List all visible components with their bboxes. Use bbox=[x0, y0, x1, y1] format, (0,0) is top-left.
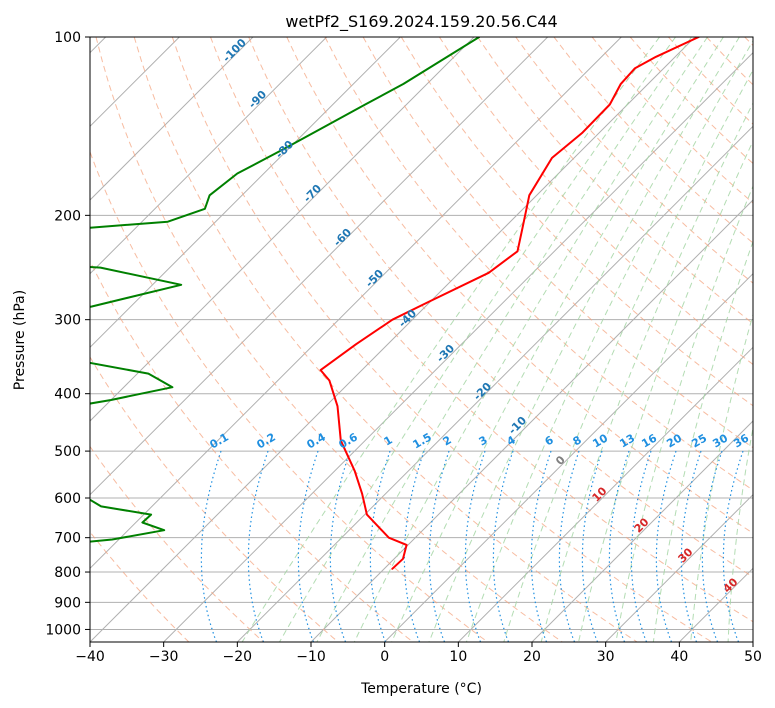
series-group bbox=[90, 37, 700, 570]
dry-adiabat-line bbox=[286, 37, 753, 534]
moist-adiabat-line bbox=[727, 425, 753, 642]
isotherm-line bbox=[236, 125, 753, 642]
isotherm-line bbox=[90, 37, 328, 275]
mixing-ratio-line bbox=[464, 450, 486, 642]
dry-adiabat-line bbox=[438, 37, 753, 366]
x-tick-label: −40 bbox=[75, 649, 105, 665]
mixing-ratio-line bbox=[492, 450, 514, 642]
dewpoint-series-line bbox=[90, 37, 481, 543]
dry-adiabat-line bbox=[248, 37, 753, 578]
y-tick-label: 100 bbox=[54, 30, 81, 46]
isotherm-line bbox=[605, 493, 753, 642]
mixing-ratio-line bbox=[680, 450, 702, 642]
dry-adiabat-line bbox=[90, 259, 414, 642]
moist-adiabat-line bbox=[353, 37, 708, 642]
moist-adiabat-line bbox=[279, 37, 677, 642]
mixing-ratio-line bbox=[558, 450, 580, 642]
y-tick-label: 200 bbox=[54, 208, 81, 224]
isotherm-line bbox=[163, 51, 753, 642]
mixing-ratio-line bbox=[247, 450, 269, 642]
isotherm-line bbox=[752, 641, 753, 642]
mixing-ratio-line bbox=[530, 450, 552, 642]
y-tick-label: 300 bbox=[54, 313, 81, 329]
dry-adiabat-line bbox=[95, 37, 563, 642]
dry-adiabat-line bbox=[477, 37, 753, 325]
mixing-ratio-line bbox=[297, 450, 319, 642]
plot-background bbox=[90, 37, 753, 642]
mixing-ratio-line bbox=[369, 450, 391, 642]
y-tick-label: 700 bbox=[54, 531, 81, 547]
x-axis-label: Temperature (°C) bbox=[360, 681, 482, 697]
dry-adiabat-line bbox=[90, 150, 488, 642]
mixing-ratio-line bbox=[428, 450, 450, 642]
moist-adiabat-line bbox=[391, 37, 724, 642]
x-tick-label: 20 bbox=[523, 649, 541, 665]
y-axis-label: Pressure (hPa) bbox=[12, 290, 28, 390]
mixing-ratio-line bbox=[403, 450, 425, 642]
dry-adiabat-line bbox=[90, 356, 339, 642]
y-tick-label: 1000 bbox=[45, 622, 81, 638]
moist-adiabat-line bbox=[428, 37, 740, 642]
moist-adiabat-line bbox=[503, 69, 753, 642]
isotherm-line bbox=[384, 272, 753, 642]
mixing-ratio-line bbox=[701, 450, 723, 642]
moist-adiabat-line bbox=[540, 102, 753, 642]
moist-adiabat-line bbox=[578, 139, 753, 642]
mixing-ratio-line bbox=[200, 450, 222, 642]
x-tick-label: −30 bbox=[149, 649, 179, 665]
x-tick-label: −10 bbox=[296, 649, 326, 665]
x-tick-label: 40 bbox=[670, 649, 688, 665]
isotherm-line bbox=[90, 37, 401, 349]
y-tick-label: 500 bbox=[54, 444, 81, 460]
plot-frame bbox=[89, 36, 754, 643]
dry-adiabat-line bbox=[133, 37, 638, 642]
moist-adiabat-line bbox=[690, 312, 753, 642]
dry-adiabat-line bbox=[171, 37, 712, 642]
isotherm-line bbox=[457, 346, 753, 642]
y-tick-label: 800 bbox=[54, 565, 81, 581]
moist-adiabat-line bbox=[652, 240, 753, 642]
isotherm-line bbox=[531, 420, 753, 642]
moist-adiabat-line bbox=[465, 39, 753, 642]
background-lines bbox=[90, 37, 753, 642]
moist-adiabat-line bbox=[316, 37, 692, 642]
isotherm-line bbox=[90, 37, 549, 496]
x-tick-label: 10 bbox=[449, 649, 467, 665]
isotherm-line bbox=[90, 37, 622, 570]
isotherm-line bbox=[90, 37, 475, 422]
x-tick-label: −20 bbox=[223, 649, 253, 665]
x-tick-label: 30 bbox=[597, 649, 615, 665]
dry-adiabat-line bbox=[210, 37, 753, 623]
dry-adiabat-line bbox=[324, 37, 753, 491]
chart-title: wetPf2_S169.2024.159.20.56.C44 bbox=[285, 12, 557, 32]
isotherm-line bbox=[90, 37, 696, 642]
y-tick-label: 900 bbox=[54, 595, 81, 611]
mixing-ratio-line bbox=[608, 450, 630, 642]
axes: −40 −30 −20 −10 0 10 20 30 40 50 100 200 300 400 500 60… bbox=[45, 30, 762, 665]
x-tick-label: 0 bbox=[380, 649, 389, 665]
mixing-ratio-line bbox=[722, 450, 744, 642]
y-tick-label: 600 bbox=[54, 491, 81, 507]
moist-adiabat-line bbox=[241, 37, 660, 642]
moist-adiabat-line bbox=[615, 184, 753, 642]
isotherm-line bbox=[90, 37, 254, 201]
x-tick-label: 50 bbox=[744, 649, 762, 665]
temperature-series-line bbox=[319, 37, 700, 570]
mixing-ratio-line bbox=[655, 450, 677, 642]
mixing-ratio-line bbox=[329, 450, 351, 642]
mixing-ratio-line bbox=[581, 450, 603, 642]
y-tick-label: 400 bbox=[54, 387, 81, 403]
dry-adiabat-line bbox=[90, 445, 264, 642]
mixing-ratio-line bbox=[630, 450, 652, 642]
